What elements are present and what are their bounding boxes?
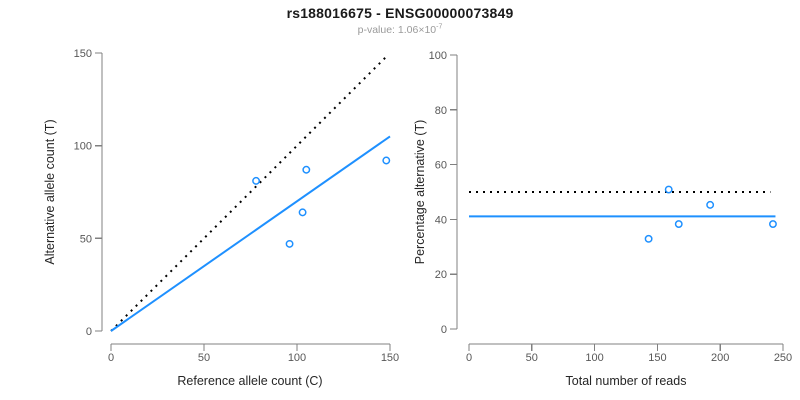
y-tick-label: 150 — [74, 48, 92, 60]
x-tick-label: 200 — [711, 352, 729, 364]
y-tick-label: 40 — [435, 214, 447, 226]
data-point — [644, 234, 653, 243]
data-point — [298, 208, 307, 217]
data-point — [706, 200, 715, 209]
y-tick-label: 50 — [80, 233, 92, 245]
figure-title: rs188016675 - ENSG00000073849 — [286, 5, 514, 21]
x-tick-label: 100 — [288, 352, 306, 364]
x-tick-label: 100 — [585, 352, 603, 364]
x-axis-title: Total number of reads — [566, 374, 687, 388]
y-tick-label: 20 — [435, 269, 447, 281]
data-point — [252, 176, 261, 185]
data-point — [674, 220, 683, 229]
x-tick-label: 0 — [108, 352, 114, 364]
pvalue-exponent: -7 — [436, 23, 443, 31]
data-point — [664, 185, 673, 194]
y-axis-title: Percentage alternative (T) — [413, 120, 427, 265]
y-tick-label: 100 — [429, 50, 447, 62]
x-tick-label: 50 — [198, 352, 210, 364]
data-point — [302, 165, 311, 174]
fit-line — [110, 135, 391, 332]
y-tick-label: 0 — [86, 326, 92, 338]
x-axis-title: Reference allele count (C) — [177, 374, 322, 388]
y-tick-label: 60 — [435, 160, 447, 172]
data-point — [285, 239, 294, 248]
data-point — [382, 156, 391, 165]
data-point — [769, 220, 777, 229]
y-tick-label: 100 — [74, 141, 92, 153]
y-tick-label: 0 — [441, 324, 447, 336]
y-axis-title: Alternative allele count (T) — [43, 119, 57, 264]
figure-subtitle: p-value: 1.06×10-7 — [0, 23, 800, 37]
identity-line — [110, 55, 387, 332]
y-tick-label: 80 — [435, 105, 447, 117]
x-tick-label: 0 — [466, 352, 472, 364]
x-tick-label: 150 — [648, 352, 666, 364]
x-tick-label: 50 — [526, 352, 538, 364]
percentage-panel: 0 20 40 60 80 100 0 50 100 150 200 250 Total number … — [413, 50, 792, 388]
pvalue-text: p-value: 1.06×10 — [357, 24, 437, 36]
allele-counts-panel: 0 50 100 150 0 50 100 150 Reference allele count… — [43, 48, 399, 388]
x-tick-label: 150 — [381, 352, 399, 364]
x-tick-label: 250 — [774, 352, 792, 364]
